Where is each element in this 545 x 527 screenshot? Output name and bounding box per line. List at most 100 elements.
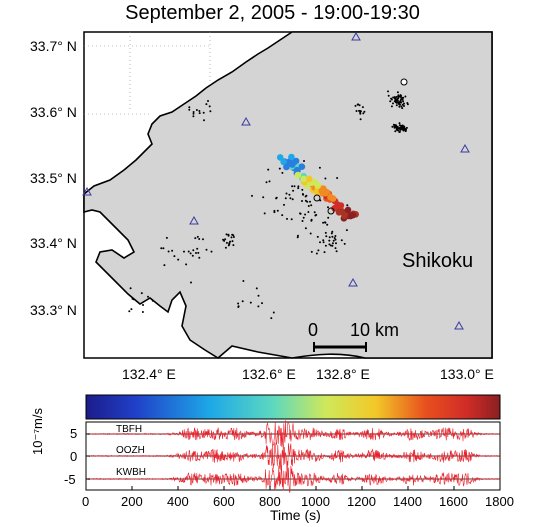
event-dot [293,185,296,188]
event-dot [316,235,319,238]
event-dot [359,110,362,113]
event-dot [228,242,231,245]
event-dot [390,98,393,101]
event-dot [334,235,337,237]
event-dot [198,238,201,240]
event-dot [290,218,293,221]
tremor-event [298,163,306,170]
event-dot [362,112,365,115]
tremor-event [300,175,308,183]
event-dot [396,91,399,94]
event-dot [328,236,331,239]
waveform-xlabel: Time (s) [270,507,321,523]
event-dot [327,206,329,209]
event-dot [390,105,393,108]
event-dot [325,235,328,238]
event-dot [310,219,313,222]
event-dot [278,167,281,170]
event-dot [183,250,185,253]
event-dot [286,217,288,220]
lat-label: 33.3° N [30,302,77,318]
lat-label: 33.6° N [30,104,77,120]
event-dot [403,105,405,107]
lon-label: 132.4° E [122,366,176,382]
region-label: Shikoku [402,250,474,272]
event-dot [322,221,325,224]
event-dot [291,198,294,201]
station-triangle [241,116,251,126]
event-dot [314,214,317,217]
event-dot [289,197,292,200]
tremor-event [306,175,313,183]
event-dot [403,126,406,129]
xtick-label: 800 [259,494,281,509]
event-dot [198,110,201,112]
event-dot [322,241,325,244]
mainshock-marker [313,194,321,202]
event-dot [392,96,395,99]
lon-label: 133.0° E [440,366,494,382]
tremor-event [288,153,295,161]
event-dot [190,281,192,284]
mainshock-marker [327,207,335,215]
event-dot [187,250,190,253]
scale-label-km: 10 km [350,320,400,340]
event-dot [242,280,245,282]
event-dot [329,244,332,247]
station-triangle [82,186,92,196]
event-dot [225,241,228,244]
lon-label: 132.8° E [316,366,370,382]
event-dot [389,100,392,103]
xtick-label: 1600 [439,494,468,509]
event-dot [331,235,334,238]
event-dot [292,189,295,192]
event-dot [324,244,327,247]
event-dot [299,212,301,215]
event-dot [301,188,304,191]
event-dot [307,211,310,213]
event-dot [346,204,349,207]
event-dot [406,103,409,106]
graticule [84,32,211,115]
event-dot [128,310,131,313]
event-dot [188,108,191,111]
event-dot [396,129,399,132]
event-dot [315,252,318,255]
event-dot [265,181,268,184]
event-dot [328,239,331,242]
event-dot [196,247,199,250]
event-dot [272,311,275,314]
tremor-event [314,181,321,189]
station-label-oozh: OOZH [116,445,145,456]
tremor-event [294,171,302,179]
event-dot [359,112,362,115]
event-dot [232,236,235,238]
event-dot [177,258,180,261]
event-dot [205,248,208,251]
event-dot [297,185,300,188]
event-dot [237,306,240,308]
event-dot [399,94,402,97]
event-dot [324,177,327,180]
event-dot [130,308,133,311]
event-dot [241,300,244,303]
event-dot [327,216,330,219]
xtick-label: 200 [121,494,143,509]
event-dot [309,232,312,235]
waveform-trace [85,442,501,472]
event-dot [398,101,401,104]
event-dot [222,238,225,241]
event-dot [197,251,200,254]
event-dot [403,102,405,105]
waveform-trace [85,464,501,493]
event-dot [227,233,230,236]
event-dot [257,305,260,308]
event-dot [393,96,396,99]
event-dot [297,187,300,190]
event-dot [147,295,149,298]
event-dot [231,240,234,243]
xtick-label: 1400 [393,494,422,509]
event-dot [354,104,357,107]
event-dot [335,250,338,253]
